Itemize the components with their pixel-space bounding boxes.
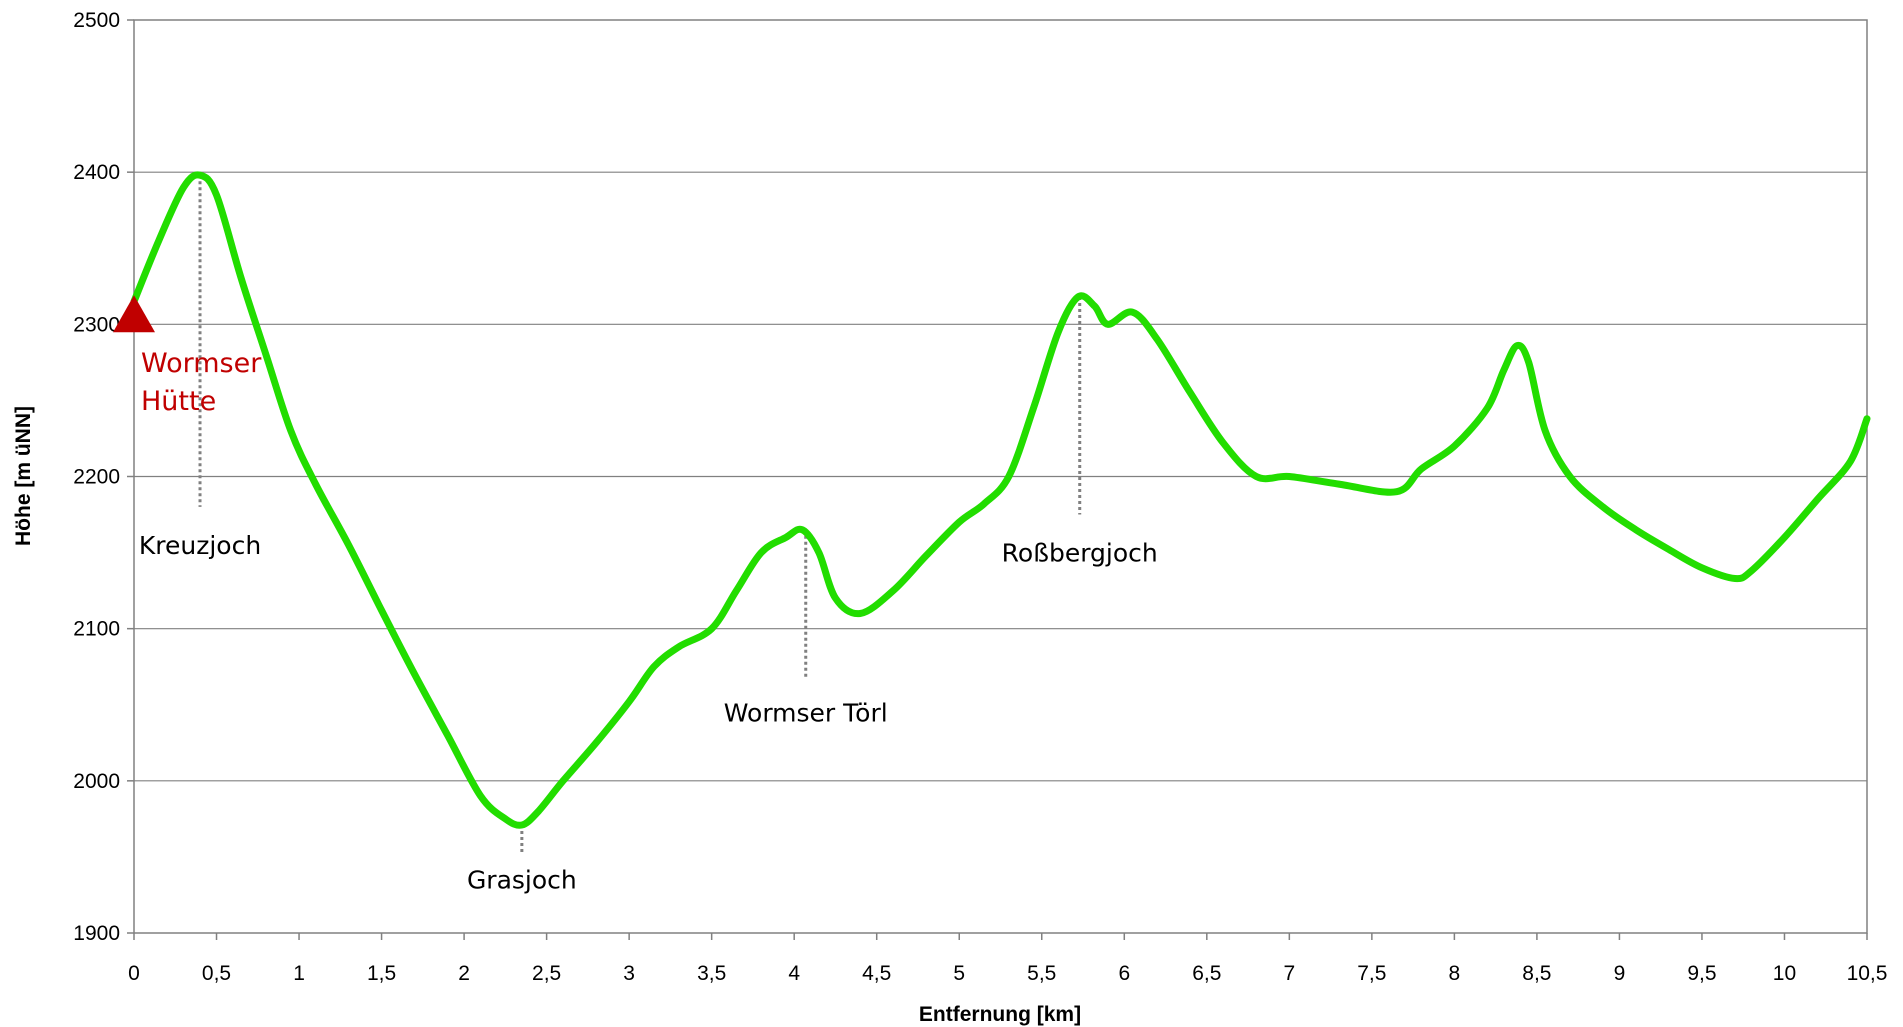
y-axis-title: Höhe [m üNN] [12,406,35,546]
x-tick-label: 3,5 [697,962,726,985]
x-tick-label: 9,5 [1687,962,1716,985]
y-tick-label: 2300 [73,313,120,336]
x-tick-label: 8 [1449,962,1461,985]
x-tick-label: 3 [623,962,635,985]
x-tick-label: 7 [1283,962,1295,985]
x-tick-label: 2,5 [532,962,561,985]
annotation-label: Kreuzjoch [139,531,261,560]
start-marker-triangle [113,295,155,333]
x-tick-label: 1,5 [367,962,396,985]
x-tick-label: 7,5 [1357,962,1386,985]
elevation-line [130,171,1871,829]
x-axis-ticks: 0 0,5 1 1,5 2 2,5 3 3,5 4 4,5 5 5,5 6 6,5 7 7,5 8 8,5 9 9,5… [128,933,1887,985]
annotation-label: Roßbergjoch [1002,539,1158,568]
y-tick-label: 2100 [73,618,120,641]
y-tick-label: 2000 [73,770,120,793]
annotation-lines [198,175,1082,853]
x-tick-label: 2 [458,962,470,985]
x-tick-label: 0 [128,962,140,985]
annotation-label: Grasjoch [467,866,577,895]
x-tick-label: 10,5 [1847,962,1888,985]
x-tick-label: 1 [293,962,305,985]
start-label: Wormser Hütte [141,348,262,417]
x-tick-label: 6,5 [1192,962,1221,985]
x-tick-label: 4,5 [862,962,891,985]
y-tick-label: 2200 [73,466,120,489]
annotation-label: Wormser Törl [724,698,888,727]
start-label-line: Wormser [141,348,262,379]
x-tick-label: 6 [1118,962,1130,985]
annotation-labels: Kreuzjoch Grasjoch Wormser Törl Roßbergjoch [139,531,1158,895]
x-axis-title: Entfernung [km] [919,1003,1081,1026]
x-tick-label: 5 [953,962,965,985]
x-tick-label: 0,5 [202,962,231,985]
y-tick-label: 2500 [73,9,120,32]
x-tick-label: 8,5 [1522,962,1551,985]
y-tick-label: 1900 [73,922,120,945]
x-tick-label: 5,5 [1027,962,1056,985]
x-tick-label: 4 [788,962,800,985]
y-axis-ticks: 1900 2000 2100 2200 2300 2400 2500 [73,9,134,945]
grid-lines [134,171,1867,782]
x-tick-label: 9 [1614,962,1626,985]
x-tick-label: 10 [1773,962,1796,985]
y-tick-label: 2400 [73,161,120,184]
start-label-line: Hütte [141,386,216,417]
